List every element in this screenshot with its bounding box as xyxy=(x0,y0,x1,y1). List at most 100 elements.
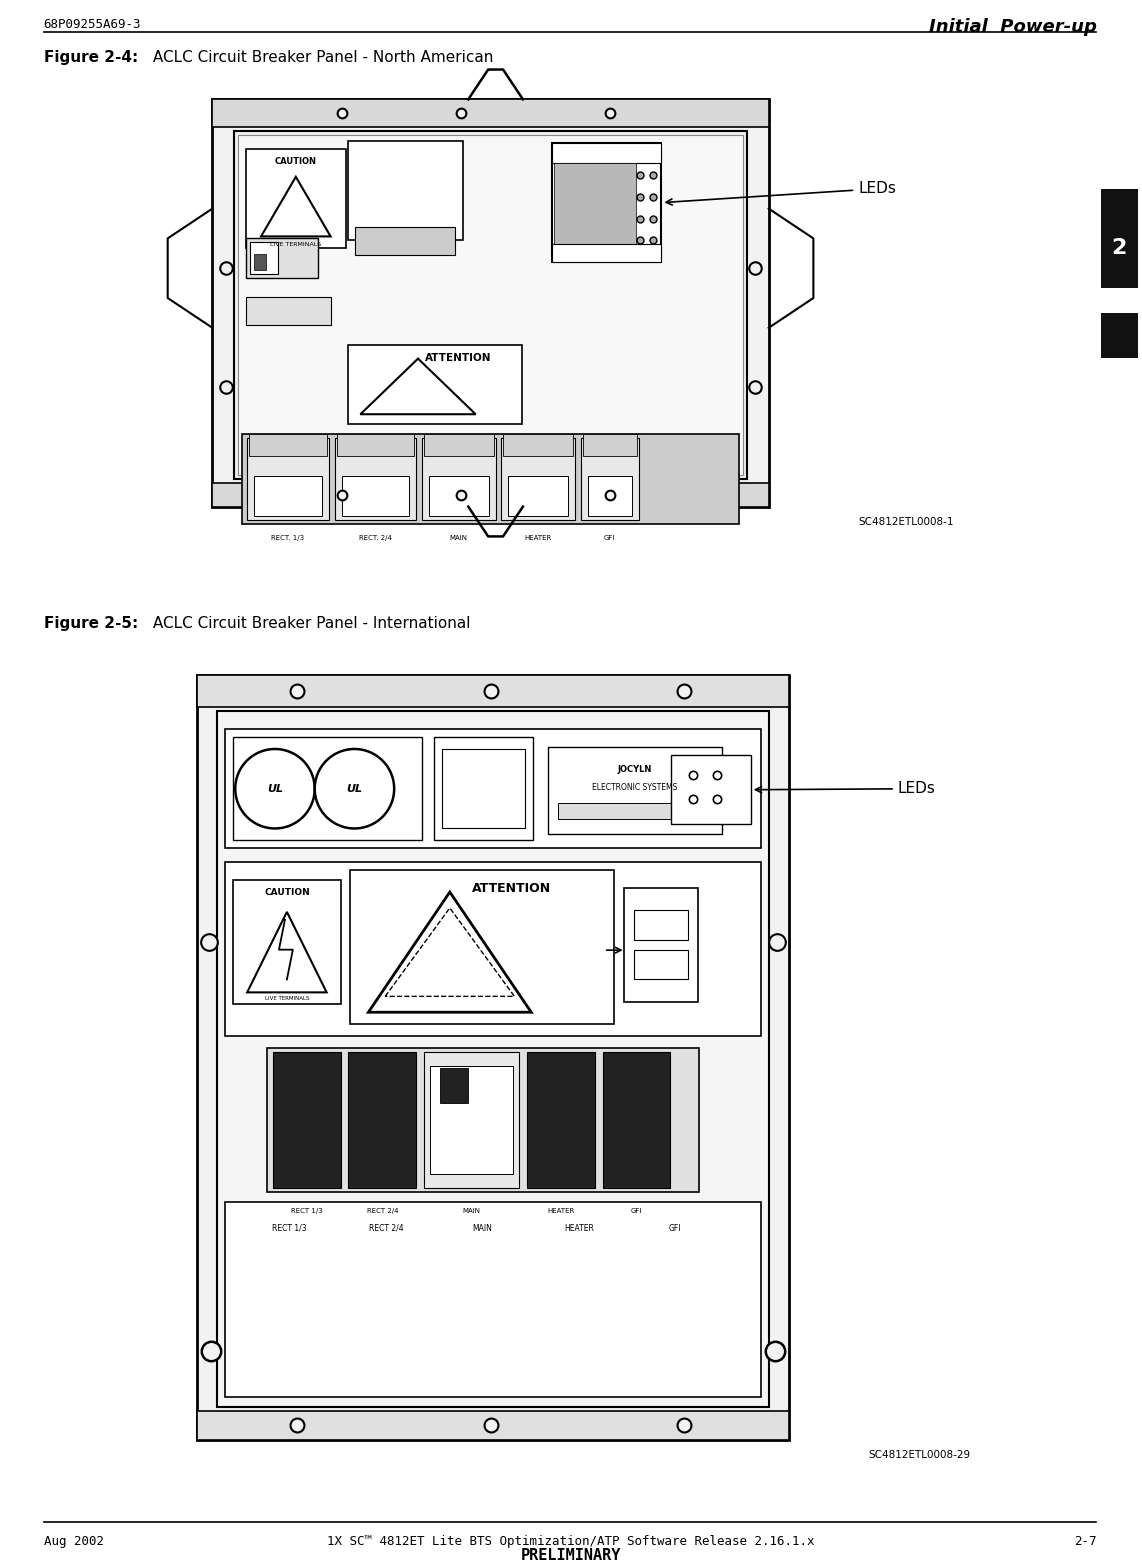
Bar xyxy=(508,475,568,516)
Text: RECT 2/4: RECT 2/4 xyxy=(369,1223,403,1232)
Text: LIVE TERMINALS: LIVE TERMINALS xyxy=(265,996,309,1001)
Bar xyxy=(501,438,574,519)
Bar xyxy=(267,1048,699,1192)
Bar xyxy=(273,1053,340,1189)
Text: GFI: GFI xyxy=(669,1223,682,1232)
Bar xyxy=(603,1053,670,1189)
Text: 1X SC™ 4812ET Lite BTS Optimization/ATP Software Release 2.16.1.x: 1X SC™ 4812ET Lite BTS Optimization/ATP … xyxy=(328,1534,814,1548)
Text: ATTENTION: ATTENTION xyxy=(425,352,491,363)
Text: LIVE TERMINALS: LIVE TERMINALS xyxy=(271,242,321,247)
Bar xyxy=(434,737,533,840)
Text: CAUTION: CAUTION xyxy=(275,156,316,166)
Text: GFI: GFI xyxy=(630,1207,642,1214)
Bar xyxy=(247,238,317,278)
Text: HEATER: HEATER xyxy=(524,535,552,541)
Text: RECT 2/4: RECT 2/4 xyxy=(367,1207,399,1214)
Bar xyxy=(429,1067,514,1175)
Bar xyxy=(351,870,613,1024)
Text: PRELIMINARY: PRELIMINARY xyxy=(521,1548,621,1562)
Bar xyxy=(247,297,330,325)
Text: Figure 2-4:: Figure 2-4: xyxy=(43,50,138,64)
Bar xyxy=(558,802,713,818)
Bar xyxy=(528,1053,595,1189)
Text: HEATER: HEATER xyxy=(564,1223,594,1232)
Bar xyxy=(335,438,416,519)
Text: UL: UL xyxy=(267,784,283,795)
Bar xyxy=(582,435,636,457)
Bar xyxy=(249,435,327,457)
Bar xyxy=(634,949,689,979)
Bar xyxy=(348,1053,416,1189)
Bar xyxy=(440,1068,468,1103)
Text: UL: UL xyxy=(346,784,362,795)
Text: ELECTRONIC SYSTEMS: ELECTRONIC SYSTEMS xyxy=(593,782,677,791)
Bar xyxy=(198,676,788,1440)
Bar xyxy=(225,862,761,1035)
Text: Figure 2-5:: Figure 2-5: xyxy=(43,616,138,630)
Bar xyxy=(424,1053,520,1189)
Text: RECT. 1/3: RECT. 1/3 xyxy=(272,535,305,541)
Bar xyxy=(255,255,266,271)
Text: GFI: GFI xyxy=(604,535,616,541)
Bar xyxy=(250,242,278,274)
Text: ACLC Circuit Breaker Panel - North American: ACLC Circuit Breaker Panel - North Ameri… xyxy=(147,50,493,64)
Text: SC4812ETL0008-29: SC4812ETL0008-29 xyxy=(868,1450,971,1461)
Bar xyxy=(247,438,329,519)
Bar xyxy=(552,142,661,163)
Bar xyxy=(233,881,340,1004)
Text: LEDs: LEDs xyxy=(756,782,935,796)
Bar xyxy=(355,227,455,255)
Bar xyxy=(341,475,409,516)
Bar xyxy=(504,435,573,457)
Text: MAIN: MAIN xyxy=(450,535,468,541)
Bar xyxy=(198,1411,788,1440)
Bar xyxy=(1101,189,1139,288)
Bar xyxy=(212,483,769,507)
Text: MAIN: MAIN xyxy=(473,1223,492,1232)
Bar xyxy=(198,676,788,707)
Bar xyxy=(671,755,750,824)
Bar xyxy=(247,149,346,249)
Bar xyxy=(588,475,632,516)
Bar xyxy=(348,141,463,241)
Bar xyxy=(442,749,525,829)
Text: HEATER: HEATER xyxy=(547,1207,574,1214)
Bar xyxy=(337,435,415,457)
Text: CAUTION: CAUTION xyxy=(264,888,309,898)
Text: RECT 1/3: RECT 1/3 xyxy=(291,1207,323,1214)
Bar xyxy=(581,438,638,519)
Text: 2-7: 2-7 xyxy=(1073,1534,1096,1548)
Bar xyxy=(212,100,769,507)
Text: RECT 1/3: RECT 1/3 xyxy=(272,1223,307,1232)
Bar xyxy=(624,888,698,1003)
Bar xyxy=(234,131,747,479)
Bar xyxy=(548,748,722,835)
Bar xyxy=(634,910,689,940)
Bar xyxy=(552,244,661,263)
Bar xyxy=(212,100,769,127)
Text: 2: 2 xyxy=(1111,238,1127,258)
Bar xyxy=(239,135,742,475)
Text: Aug 2002: Aug 2002 xyxy=(43,1534,104,1548)
Text: MAIN: MAIN xyxy=(463,1207,481,1214)
Text: LEDs: LEDs xyxy=(666,181,896,205)
Bar xyxy=(429,475,489,516)
Bar xyxy=(348,344,522,424)
Text: Initial  Power-up: Initial Power-up xyxy=(928,17,1096,36)
Bar xyxy=(1101,313,1139,358)
Text: ATTENTION: ATTENTION xyxy=(473,882,552,895)
Bar xyxy=(554,163,636,260)
Bar xyxy=(233,737,423,840)
Bar xyxy=(424,435,493,457)
Bar xyxy=(242,435,739,524)
Text: JOCYLN: JOCYLN xyxy=(618,765,652,774)
Bar xyxy=(255,475,322,516)
Bar xyxy=(552,142,661,263)
Bar xyxy=(423,438,496,519)
Text: SC4812ETL0008-1: SC4812ETL0008-1 xyxy=(858,516,954,527)
Bar xyxy=(225,1203,761,1397)
Text: ACLC Circuit Breaker Panel - International: ACLC Circuit Breaker Panel - Internation… xyxy=(147,616,471,630)
Bar xyxy=(217,712,769,1406)
Text: 68P09255A69-3: 68P09255A69-3 xyxy=(43,17,140,31)
Bar xyxy=(225,729,761,848)
